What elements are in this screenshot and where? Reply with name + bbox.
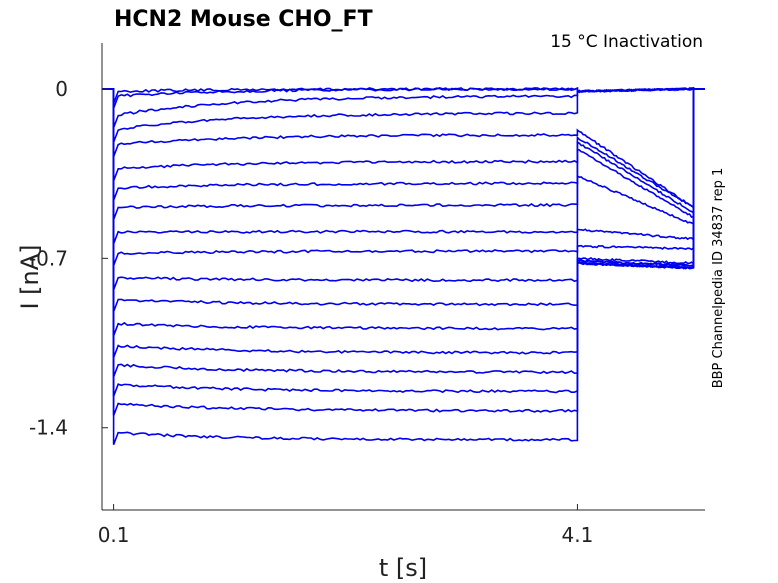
plot-area bbox=[102, 86, 705, 445]
series-line-13 bbox=[102, 88, 705, 337]
y-tick-label-2: -0.7 bbox=[29, 246, 68, 270]
series-line-6 bbox=[102, 88, 705, 210]
series-line-11 bbox=[102, 88, 705, 291]
series-line-17 bbox=[102, 88, 705, 416]
series-line-10 bbox=[102, 88, 705, 266]
y-axis-label: I [nA] bbox=[16, 244, 44, 309]
series-line-8 bbox=[102, 88, 705, 220]
series-line-9 bbox=[102, 88, 705, 245]
y-tick-label-1: 0 bbox=[55, 77, 68, 101]
x-axis-label: t [s] bbox=[379, 554, 427, 582]
series-line-3 bbox=[102, 86, 705, 128]
chart-subtitle: 15 °C Inactivation bbox=[550, 32, 703, 52]
tick-layer: 0 -0.7 -1.4 0.1 4.1 bbox=[29, 77, 593, 547]
side-label: BBP Channelpedia ID 34837 rep 1 bbox=[711, 168, 726, 389]
x-tick-label-1: 0.1 bbox=[98, 523, 130, 547]
series-line-18 bbox=[102, 88, 705, 445]
series-line-7 bbox=[102, 88, 705, 214]
chart-title: HCN2 Mouse CHO_FT bbox=[114, 7, 373, 32]
x-tick-label-2: 4.1 bbox=[562, 523, 594, 547]
series-line-14 bbox=[102, 88, 705, 358]
series-line-12 bbox=[102, 88, 705, 312]
series-line-4 bbox=[102, 87, 705, 143]
y-tick-label-3: -1.4 bbox=[29, 416, 68, 440]
series-line-5 bbox=[102, 88, 705, 209]
